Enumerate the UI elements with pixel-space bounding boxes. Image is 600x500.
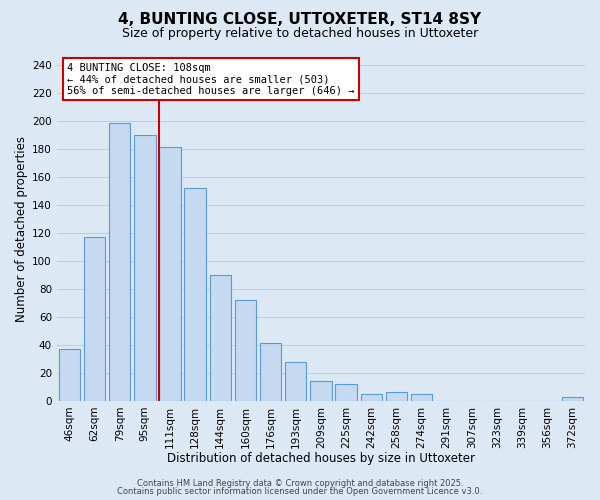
Bar — [59, 349, 80, 401]
Text: Contains public sector information licensed under the Open Government Licence v3: Contains public sector information licen… — [118, 487, 482, 496]
Text: Size of property relative to detached houses in Uttoxeter: Size of property relative to detached ho… — [122, 28, 478, 40]
Bar — [361, 394, 382, 401]
Text: 4 BUNTING CLOSE: 108sqm
← 44% of detached houses are smaller (503)
56% of semi-d: 4 BUNTING CLOSE: 108sqm ← 44% of detache… — [67, 62, 355, 96]
Bar — [84, 237, 105, 401]
Bar — [209, 274, 231, 401]
Bar — [109, 124, 130, 401]
Bar — [562, 396, 583, 401]
Y-axis label: Number of detached properties: Number of detached properties — [15, 136, 28, 322]
Bar — [335, 384, 357, 401]
Text: 4, BUNTING CLOSE, UTTOXETER, ST14 8SY: 4, BUNTING CLOSE, UTTOXETER, ST14 8SY — [118, 12, 482, 28]
Bar — [386, 392, 407, 401]
X-axis label: Distribution of detached houses by size in Uttoxeter: Distribution of detached houses by size … — [167, 452, 475, 465]
Bar — [411, 394, 432, 401]
Bar — [134, 134, 155, 401]
Text: Contains HM Land Registry data © Crown copyright and database right 2025.: Contains HM Land Registry data © Crown c… — [137, 478, 463, 488]
Bar — [184, 188, 206, 401]
Bar — [260, 344, 281, 401]
Bar — [159, 147, 181, 401]
Bar — [235, 300, 256, 401]
Bar — [285, 362, 307, 401]
Bar — [310, 381, 332, 401]
